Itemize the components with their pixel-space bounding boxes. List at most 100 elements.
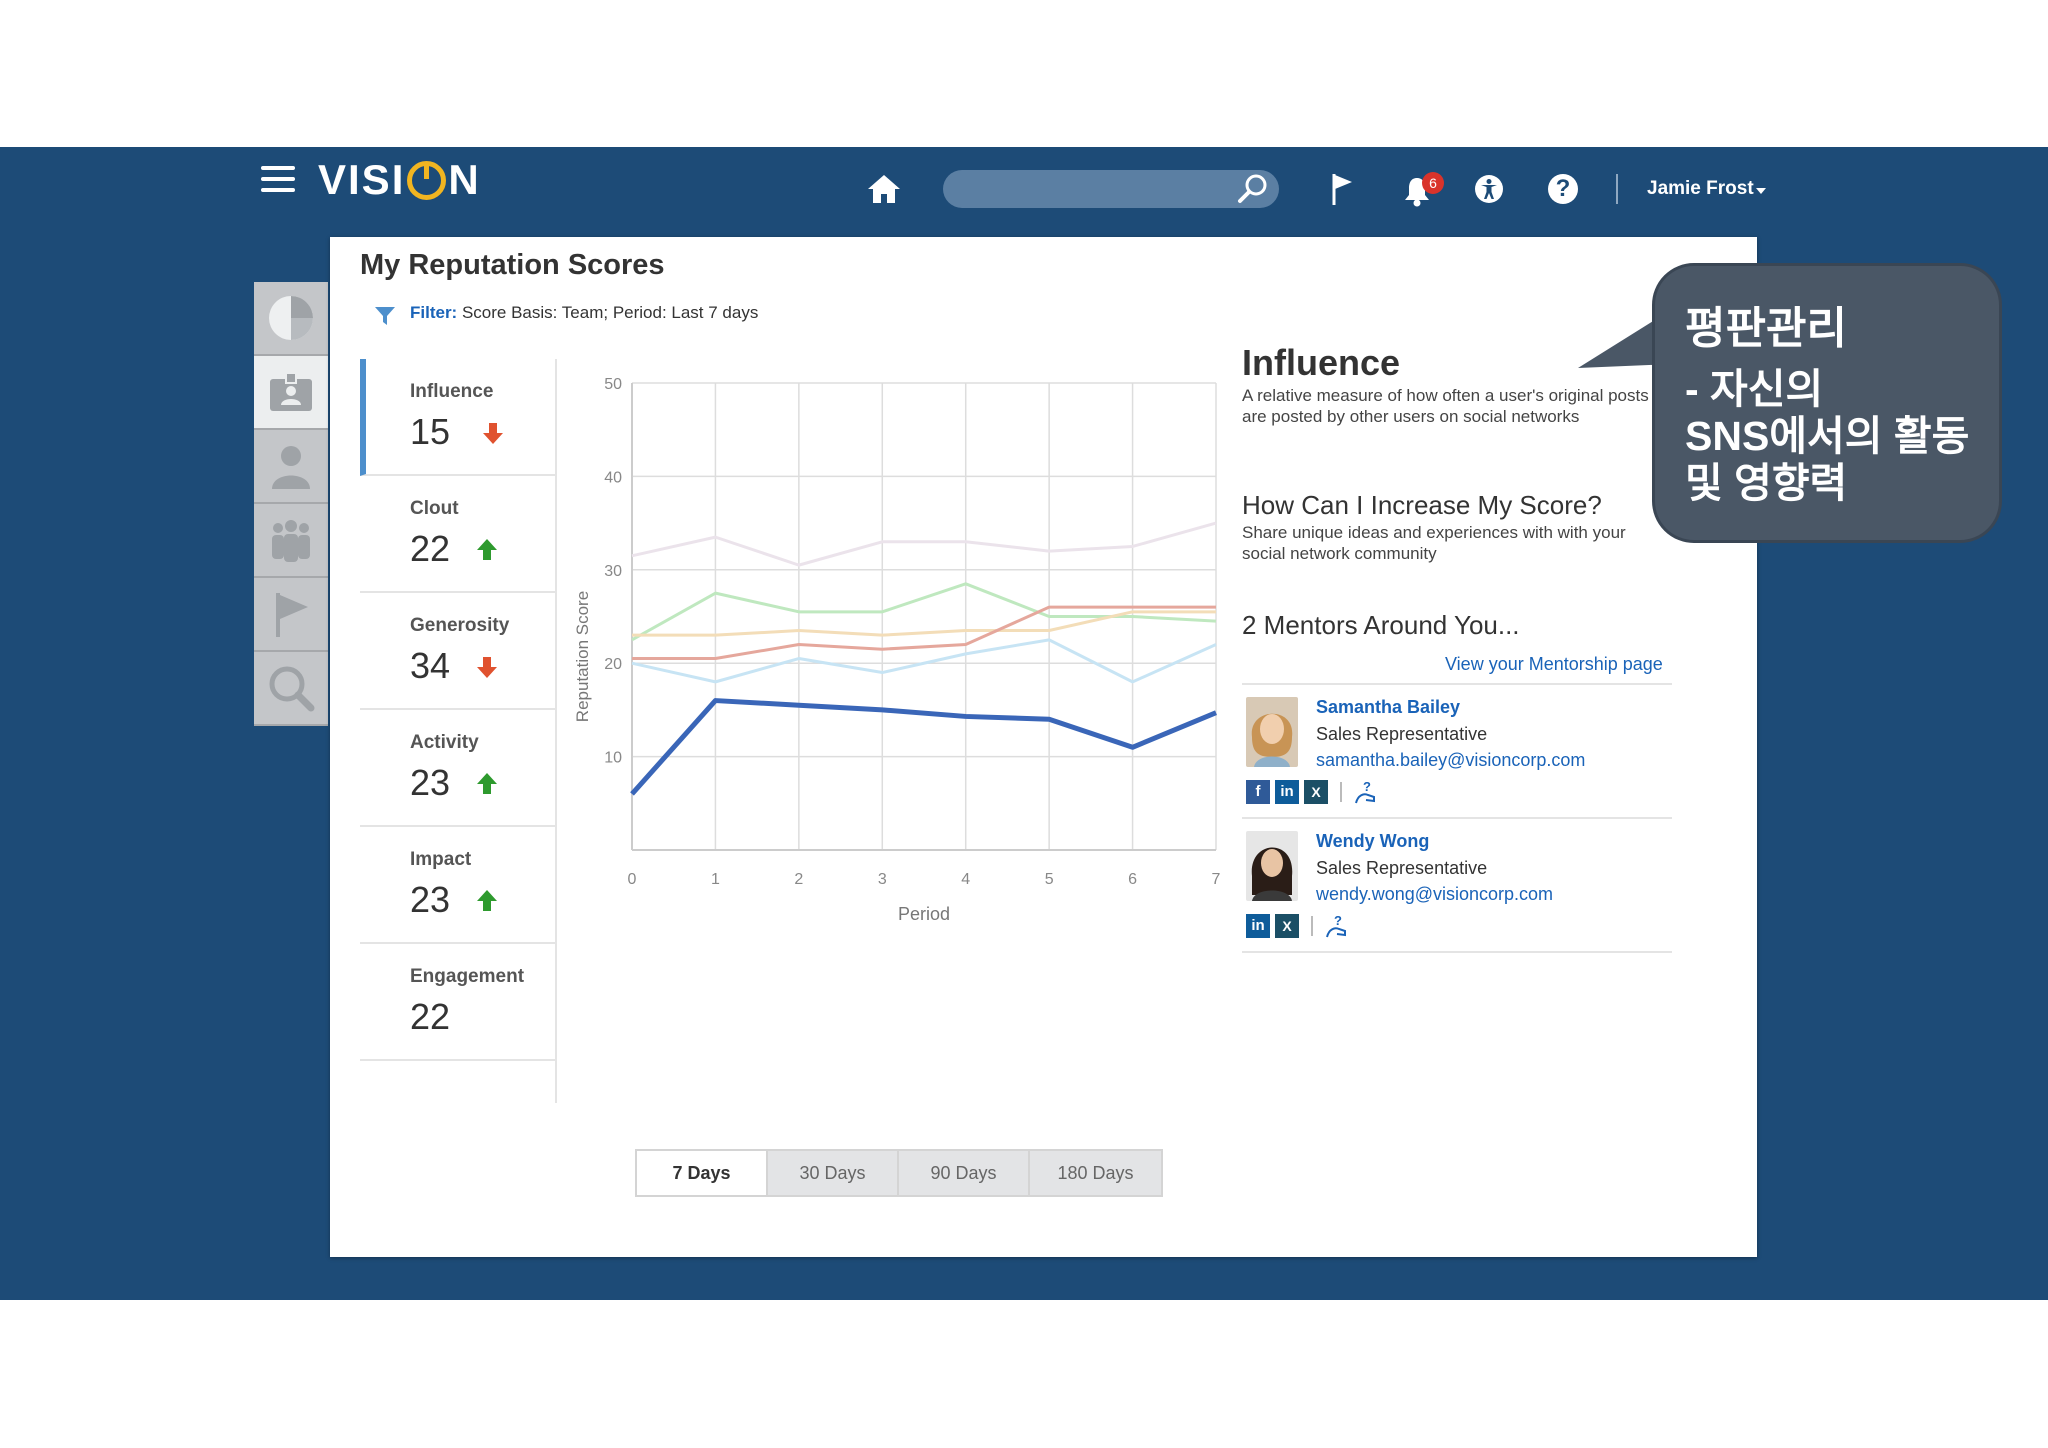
x-tick-label: 5: [1045, 871, 1054, 888]
logo-power-icon: [407, 160, 447, 200]
metric-impact[interactable]: Impact 23: [360, 827, 555, 944]
mentor-divider: [1242, 683, 1672, 685]
page-title: My Reputation Scores: [360, 249, 665, 281]
metric-value: 15: [410, 411, 451, 452]
notification-badge: 6: [1422, 172, 1444, 194]
mentor-socials: f in X ?: [1246, 779, 1378, 805]
metric-clout[interactable]: Clout 22: [360, 476, 555, 593]
x-tick-label: 7: [1212, 871, 1221, 888]
y-axis-label: Reputation Score: [573, 591, 592, 722]
team-icon: [272, 520, 310, 562]
reputation-line-chart: 0 1 2 3 4 5 6 7 10 20 30 40 50 Period Reputation Score…: [573, 376, 1221, 924]
increase-score-title: How Can I Increase My Score?: [1242, 490, 1602, 520]
mentor-role: Sales Representative: [1316, 724, 1488, 744]
side-nav-dashboard[interactable]: [254, 282, 328, 356]
metric-label: Generosity: [410, 615, 510, 636]
filter-summary[interactable]: Filter: Score Basis: Team; Period: Last …: [410, 303, 758, 323]
side-nav-profile-card[interactable]: [254, 356, 328, 430]
side-nav: [254, 282, 328, 726]
metric-influence[interactable]: Influence 15: [360, 359, 555, 476]
metric-value: 23: [410, 762, 451, 803]
home-icon[interactable]: [866, 173, 902, 205]
mentor-card: Samantha Bailey Sales Representative sam…: [1242, 685, 1672, 805]
arrow-down-icon: [483, 423, 503, 444]
linkedin-icon[interactable]: in: [1275, 780, 1299, 804]
mentor-card: Wendy Wong Sales Representative wendy.wo…: [1242, 819, 1672, 939]
period-tabs: 7 Days 30 Days 90 Days 180 Days: [635, 1149, 1163, 1197]
metric-generosity[interactable]: Generosity 34: [360, 593, 555, 710]
xing-icon[interactable]: X: [1304, 780, 1328, 804]
callout-body: - 자신의 SNS에서의 활동 및 영향력: [1685, 366, 1995, 507]
person-icon: [272, 446, 310, 489]
search-icon: [269, 666, 315, 712]
vision-logo: VISI N: [318, 155, 481, 205]
mentor-name[interactable]: Samantha Bailey: [1316, 697, 1461, 717]
flag-icon[interactable]: [1330, 172, 1356, 206]
metric-value: 22: [410, 528, 451, 569]
x-axis-label: Period: [898, 904, 950, 924]
mentor-email[interactable]: wendy.wong@visioncorp.com: [1316, 884, 1554, 904]
filter-text: Score Basis: Team; Period: Last 7 days: [457, 303, 759, 322]
accessibility-icon[interactable]: [1474, 174, 1504, 204]
mentor-role: Sales Representative: [1316, 858, 1488, 878]
callout-line: - 자신의: [1685, 366, 1824, 412]
series-line-clout: [632, 605, 1216, 661]
metric-engagement[interactable]: Engagement 22: [360, 944, 555, 1061]
side-nav-search[interactable]: [254, 652, 328, 726]
callout-line: SNS에서의 활동: [1685, 413, 1970, 459]
y-tick-label: 50: [604, 376, 622, 393]
metric-label: Influence: [410, 381, 494, 402]
x-tick-label: 3: [878, 871, 887, 888]
tab-30-days[interactable]: 30 Days: [768, 1151, 899, 1195]
side-nav-flag[interactable]: [254, 578, 328, 652]
mentor-request-icon[interactable]: ?: [1354, 779, 1378, 805]
metric-activity[interactable]: Activity 23: [360, 710, 555, 827]
mentor-divider: [1242, 951, 1672, 953]
search-input[interactable]: [943, 170, 1279, 208]
metric-label: Impact: [410, 849, 472, 870]
metric-label: Clout: [410, 498, 459, 519]
metric-value: 23: [410, 879, 451, 920]
metric-label: Engagement: [410, 966, 525, 987]
avatar: [1246, 831, 1298, 901]
linkedin-icon[interactable]: in: [1246, 914, 1270, 938]
callout-pointer: [1578, 308, 1674, 368]
increase-score-desc: Share unique ideas and experiences with …: [1242, 523, 1626, 563]
x-tick-label: 1: [711, 871, 720, 888]
mentor-name[interactable]: Wendy Wong: [1316, 831, 1430, 851]
tab-180-days[interactable]: 180 Days: [1030, 1151, 1161, 1195]
callout-title: 평판관리: [1685, 304, 1847, 353]
mentorship-page-link[interactable]: View your Mentorship page: [1445, 654, 1663, 674]
mentor-socials: in X ?: [1246, 913, 1349, 939]
y-tick-label: 20: [604, 656, 622, 673]
search-icon[interactable]: [1237, 173, 1269, 205]
y-tick-label: 40: [604, 469, 622, 486]
mentor-request-icon[interactable]: ?: [1325, 913, 1349, 939]
user-menu[interactable]: Jamie Frost: [1647, 178, 1754, 199]
logo-text-end: N: [448, 156, 481, 203]
tab-7-days[interactable]: 7 Days: [637, 1151, 768, 1195]
header-divider: [1616, 174, 1618, 204]
arrow-down-icon: [477, 657, 497, 678]
metric-value: 22: [410, 996, 451, 1037]
hamburger-menu-icon[interactable]: [261, 166, 295, 196]
info-title: Influence: [1242, 342, 1401, 383]
metrics-list: Influence 15 Clout 22 Generosity 34 Acti…: [360, 359, 557, 1103]
chevron-down-icon[interactable]: [1756, 188, 1766, 194]
side-nav-team[interactable]: [254, 504, 328, 578]
x-tick-label: 2: [794, 871, 803, 888]
annotation-callout: 평판관리 - 자신의 SNS에서의 활동 및 영향력: [1652, 263, 2002, 543]
side-nav-person[interactable]: [254, 430, 328, 504]
flag-icon: [276, 593, 308, 637]
pie-chart-icon: [269, 296, 313, 340]
id-badge-icon: [270, 372, 312, 411]
filter-icon[interactable]: [374, 305, 396, 327]
callout-line: 및 영향력: [1685, 460, 1848, 506]
xing-icon[interactable]: X: [1275, 914, 1299, 938]
help-icon[interactable]: ?: [1548, 174, 1578, 204]
mentor-email[interactable]: samantha.bailey@visioncorp.com: [1316, 750, 1586, 770]
metric-value: 34: [410, 645, 451, 686]
tab-90-days[interactable]: 90 Days: [899, 1151, 1030, 1195]
facebook-icon[interactable]: f: [1246, 780, 1270, 804]
metric-label: Activity: [410, 732, 479, 753]
